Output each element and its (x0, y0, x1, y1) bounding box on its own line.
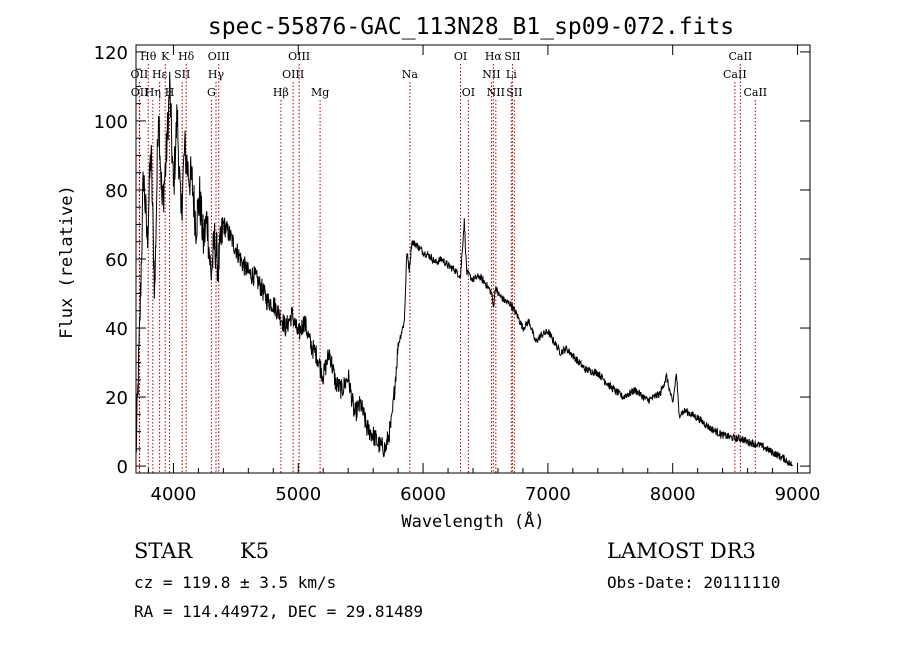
x-tick-label: 9000 (775, 484, 821, 505)
survey-label: LAMOST DR3 (607, 539, 756, 563)
y-tick-label: 120 (94, 43, 128, 64)
x-tick-label: 6000 (400, 484, 446, 505)
line-label-na: Na (402, 68, 419, 81)
line-label-caii: CaII (729, 50, 753, 63)
line-label-oiii: OIII (208, 50, 230, 63)
chart-title: spec-55876-GAC_113N28_B1_sp09-072.fits (208, 14, 734, 40)
line-label-li: Li (506, 68, 517, 81)
line-label-sii: SII (174, 68, 190, 81)
line-label-sii: SII (504, 50, 520, 63)
velocity-readout: cz = 119.8 ± 3.5 km/s (134, 573, 337, 592)
y-tick-label: 40 (105, 319, 128, 340)
line-label-oi: OI (462, 86, 475, 99)
plot-frame (135, 44, 811, 474)
line-label-hδ: Hδ (178, 50, 195, 63)
line-label-oiii: OIII (288, 50, 310, 63)
line-label-k: K (161, 50, 170, 63)
line-label-oiii: OIII (282, 68, 304, 81)
y-tick-label: 80 (105, 181, 128, 202)
flux-spectrum-line (135, 71, 793, 467)
line-label-caii: CaII (743, 86, 767, 99)
x-axis-label: Wavelength (Å) (401, 510, 544, 530)
line-label-nii: NII (482, 68, 500, 81)
line-label-hθ: Hθ (140, 50, 157, 63)
line-label-mg: Mg (311, 86, 329, 99)
line-label-caii: CaII (723, 68, 747, 81)
y-tick-label: 60 (105, 250, 128, 271)
x-tick-label: 4000 (151, 484, 197, 505)
line-label-hα: Hα (485, 50, 503, 63)
line-label-hη: Hη (145, 86, 161, 99)
x-tick-label: 5000 (275, 484, 321, 505)
y-axis-label: Flux (relative) (57, 185, 77, 339)
line-label-oii: OII (131, 68, 149, 81)
y-tick-label: 100 (94, 112, 128, 133)
obs-date-readout: Obs-Date: 20111110 (607, 573, 781, 592)
x-tick-label: 8000 (650, 484, 696, 505)
axis-ticks: 4000 5000 6000 7000 8000 9000 0 20 40 60 80 100 120 (94, 43, 821, 505)
y-tick-label: 0 (117, 457, 128, 478)
line-label-hε: Hε (152, 68, 168, 81)
line-label-oi: OI (454, 50, 467, 63)
line-label-hγ: Hγ (208, 68, 225, 81)
subclass-label: K5 (240, 539, 270, 563)
spectral-line-labels: OIIOIIHθHηHεKHSIIHδGHγOIIIHβOIIIOIIIMgNa… (131, 50, 768, 99)
spectrum-chart: spec-55876-GAC_113N28_B1_sp09-072.fits O… (57, 14, 821, 530)
x-tick-label: 7000 (525, 484, 571, 505)
coordinates-readout: RA = 114.44972, DEC = 29.81489 (134, 602, 423, 621)
spectral-line-markers (138, 64, 756, 473)
y-tick-label: 20 (105, 388, 128, 409)
line-label-sii: SII (506, 86, 522, 99)
line-label-g: G (207, 86, 216, 99)
line-label-nii: NII (487, 86, 505, 99)
line-label-hβ: Hβ (273, 86, 289, 99)
line-label-oii: OII (131, 86, 149, 99)
classification-label: STAR (134, 539, 193, 563)
